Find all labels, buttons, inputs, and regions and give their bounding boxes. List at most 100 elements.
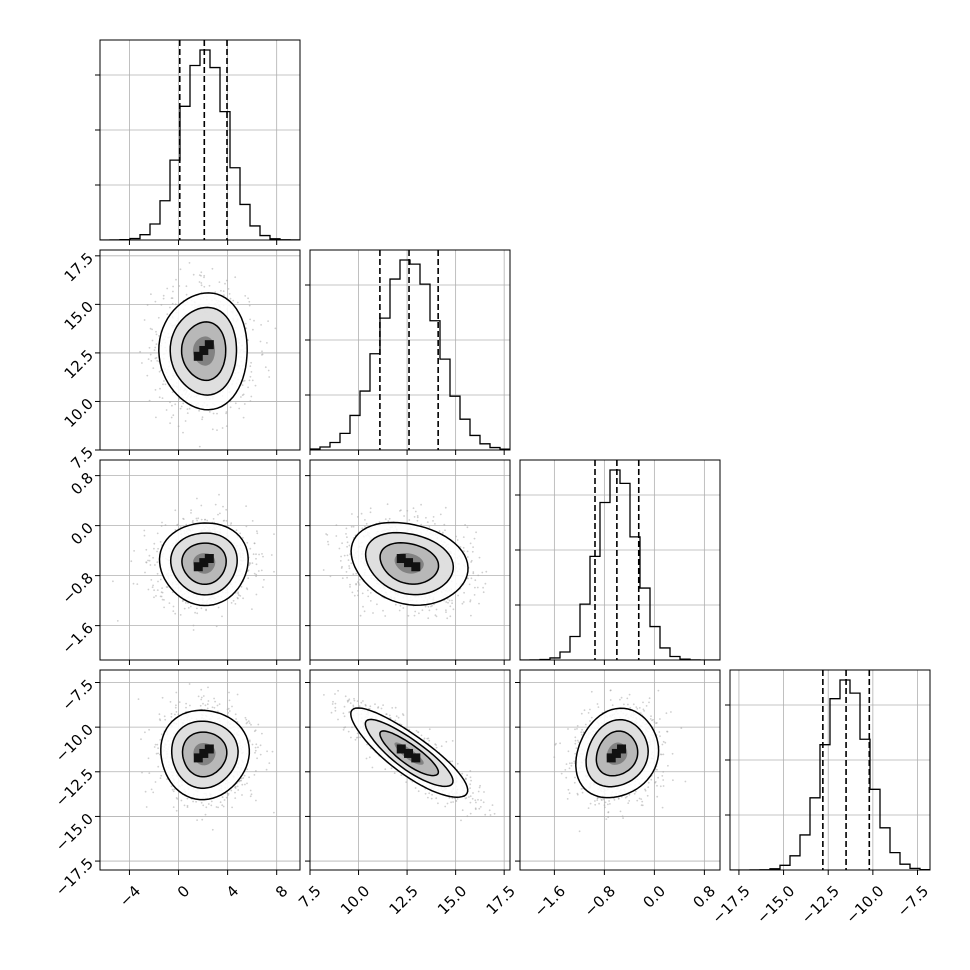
panel-1-0: 7.5 10.0 12.5 15.0 17.5 xyxy=(61,249,301,473)
panel-2-2 xyxy=(515,459,721,665)
panel-3-0: −17.5−15.0−12.5−10.0 −7.5 −4 0 4 8 xyxy=(52,669,301,910)
density-peak xyxy=(617,744,627,754)
x-tick-label: 4 xyxy=(223,882,242,901)
x-tick-label: 8 xyxy=(272,882,291,901)
contour-line-2 xyxy=(364,531,455,596)
panel-frame xyxy=(99,669,301,871)
x-tick-label: −17.5 xyxy=(708,882,753,927)
contour-line-1 xyxy=(180,321,227,382)
panel-3-2: −1.6 −0.8 0.0 0.8 xyxy=(515,669,721,921)
panel-content xyxy=(310,460,510,660)
panel-content xyxy=(100,250,300,450)
panel-content xyxy=(100,40,300,240)
panel-content xyxy=(100,670,300,870)
x-tick-label: −7.5 xyxy=(894,882,932,920)
x-tick-label: −4 xyxy=(116,882,144,910)
density-peak xyxy=(606,753,616,763)
contour-line-2 xyxy=(169,532,238,596)
y-tick-label: −1.6 xyxy=(59,619,97,657)
y-tick-label: −15.0 xyxy=(52,810,97,855)
contour-line-2 xyxy=(170,720,239,789)
density-peak xyxy=(193,753,203,763)
panel-3-1: 7.5 10.0 12.5 15.0 17.5 xyxy=(295,669,519,918)
y-tick-label: 15.0 xyxy=(61,298,97,334)
density-peak xyxy=(204,554,214,563)
density-peak xyxy=(411,753,421,763)
panel-frame xyxy=(99,249,301,451)
x-tick-label: −12.5 xyxy=(798,882,843,927)
panel-2-0: −1.6 −0.8 0.0 0.8 xyxy=(59,459,301,665)
panel-frame xyxy=(309,669,511,871)
panel-frame xyxy=(309,459,511,661)
histogram-step xyxy=(100,49,300,240)
contour-line-2 xyxy=(585,718,649,788)
contour-line-1 xyxy=(595,730,639,777)
panel-content xyxy=(520,460,720,660)
x-tick-label: 7.5 xyxy=(295,882,325,912)
density-peak xyxy=(193,562,203,572)
panel-content xyxy=(730,670,930,870)
contour-line-3 xyxy=(575,707,660,799)
x-tick-label: −10.0 xyxy=(842,882,887,927)
y-tick-label: 0.0 xyxy=(67,519,97,549)
y-tick-label: −0.8 xyxy=(59,569,97,607)
x-tick-label: −0.8 xyxy=(581,882,619,920)
density-peak xyxy=(611,748,621,758)
y-tick-label: −12.5 xyxy=(52,765,97,810)
y-tick-label: −7.5 xyxy=(59,676,97,714)
density-peak xyxy=(411,562,421,572)
panel-3-3: −17.5 −15.0 −12.5 −10.0 −7.5 xyxy=(708,669,932,927)
panel-content xyxy=(310,670,510,870)
panel-1-1 xyxy=(305,249,511,455)
y-tick-label: −10.0 xyxy=(52,720,97,765)
density-peak xyxy=(404,558,414,568)
x-tick-label: 0.0 xyxy=(640,882,670,912)
density-peak xyxy=(396,554,406,563)
x-tick-label: −1.6 xyxy=(531,882,569,920)
panel-frame xyxy=(519,669,721,871)
panel-frame xyxy=(99,39,301,241)
panel-frame xyxy=(729,669,931,871)
panel-content xyxy=(310,250,510,450)
y-tick-label: 12.5 xyxy=(61,346,97,382)
y-tick-label: 10.0 xyxy=(61,395,97,431)
x-tick-label: 10.0 xyxy=(337,882,373,918)
x-tick-label: 12.5 xyxy=(385,882,421,918)
panel-frame xyxy=(309,249,511,451)
panel-frame xyxy=(519,459,721,661)
panel-0-0 xyxy=(95,39,301,245)
histogram-step xyxy=(520,469,720,660)
histogram-step xyxy=(310,259,510,450)
contour-line-2 xyxy=(364,718,454,788)
panel-2-1 xyxy=(305,459,511,665)
contour-line-1 xyxy=(181,731,228,778)
density-peak xyxy=(199,558,209,568)
contour-line-3 xyxy=(350,521,469,606)
x-tick-label: −15.0 xyxy=(753,882,798,927)
contour-line-1 xyxy=(379,542,440,585)
density-peak xyxy=(204,744,214,754)
density-peak xyxy=(404,748,414,758)
contour-line-3 xyxy=(158,292,248,411)
y-tick-label: 7.5 xyxy=(67,443,97,473)
contour-line-3 xyxy=(350,707,469,798)
x-tick-label: 17.5 xyxy=(483,882,519,918)
density-peak xyxy=(199,748,209,758)
panel-content xyxy=(100,460,300,660)
x-tick-label: 15.0 xyxy=(434,882,470,918)
y-tick-label: 17.5 xyxy=(61,249,97,285)
contour-line-1 xyxy=(379,730,440,777)
panel-frame xyxy=(99,459,301,661)
histogram-step xyxy=(730,679,930,870)
contour-line-1 xyxy=(181,542,227,586)
contour-line-3 xyxy=(158,522,249,607)
contour-line-2 xyxy=(169,306,238,396)
density-peak xyxy=(396,744,406,754)
y-tick-label: −17.5 xyxy=(52,854,97,899)
density-peak xyxy=(193,351,203,361)
density-peak xyxy=(199,345,209,355)
x-tick-label: 0 xyxy=(174,882,193,901)
contour-line-3 xyxy=(160,709,251,801)
density-peak xyxy=(204,340,214,350)
